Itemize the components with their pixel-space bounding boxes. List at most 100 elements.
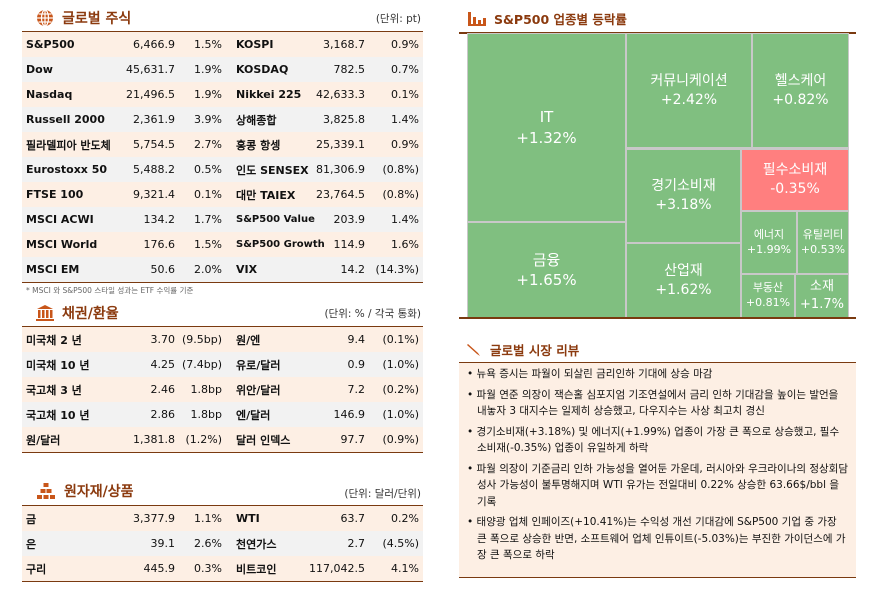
change-cell: 1.8bp: [190, 408, 222, 421]
treemap-cell: 경기소비재 +3.18%: [626, 149, 741, 243]
sector-change: +1.32%: [516, 128, 577, 147]
value-cell: 114.9: [333, 238, 366, 251]
sector-change: -0.35%: [770, 181, 820, 197]
review-item: 파월 연준 의장이 잭슨홀 심포지엄 기조연설에서 금리 인하 기대감을 높이는…: [467, 387, 848, 420]
name-cell: Dow: [26, 63, 53, 76]
name-cell: 상해종합: [236, 113, 277, 127]
sector-name: 경기소비재: [651, 178, 716, 195]
treemap-cell: 금융 +1.65%: [467, 222, 626, 318]
name-cell: 위안/달러: [236, 383, 281, 397]
value-cell: 21,496.5: [126, 88, 175, 101]
review-title-text: 글로벌 시장 리뷰: [490, 343, 580, 358]
stocks-title-text: 글로벌 주식: [62, 11, 132, 27]
review-item: 경기소비재(+3.18%) 및 에너지(+1.99%) 업종이 가장 큰 폭으로…: [467, 424, 848, 457]
change-cell: 1.6%: [391, 238, 419, 251]
value-cell: 3,168.7: [323, 38, 365, 51]
value-cell: 45,631.7: [126, 63, 175, 76]
table-row: Russell 2000 2,361.9 3.9% 상해종합 3,825.8 1.4%: [22, 107, 423, 132]
change-cell: 1.1%: [194, 512, 222, 525]
table-row: 구리 445.9 0.3% 비트코인 117,042.5 4.1%: [22, 556, 423, 581]
value-cell: 3,825.8: [323, 113, 365, 126]
change-cell: 1.8bp: [190, 383, 222, 396]
value-cell: 1,381.8: [133, 433, 175, 446]
change-cell: (0.8%): [382, 188, 419, 201]
commodities-table: 금 3,377.9 1.1% WTI 63.7 0.2% 은 39.1 2.6% 천연가스 2.7 (…: [22, 505, 423, 582]
value-cell: 81,306.9: [316, 163, 365, 176]
divider: [459, 317, 856, 319]
value-cell: 97.7: [340, 433, 366, 446]
value-cell: 134.2: [143, 213, 176, 226]
value-cell: 3.70: [150, 333, 176, 346]
name-cell: Russell 2000: [26, 113, 105, 126]
review-list: 뉴욕 증시는 파월이 되살린 금리인하 기대에 상승 마감파월 연준 의장이 잭…: [459, 363, 856, 578]
change-cell: (1.2%): [185, 433, 222, 446]
name-cell: MSCI ACWI: [26, 213, 94, 226]
value-cell: 5,754.5: [133, 138, 175, 151]
value-cell: 2.46: [150, 383, 176, 396]
bonds-title: 채권/환율: [36, 303, 119, 323]
value-cell: 25,339.1: [316, 138, 365, 151]
review-item: 뉴욕 증시는 파월이 되살린 금리인하 기대에 상승 마감: [467, 366, 848, 383]
value-cell: 445.9: [143, 562, 176, 575]
table-row: 미국채 10 년 4.25 (7.4bp) 유로/달러 0.9 (1.0%): [22, 352, 423, 377]
table-row: S&P500 6,466.9 1.5% KOSPI 3,168.7 0.9%: [22, 32, 423, 57]
value-cell: 23,764.5: [316, 188, 365, 201]
value-cell: 117,042.5: [309, 562, 365, 575]
name-cell: S&P500 Growth: [236, 239, 325, 250]
change-cell: 1.4%: [391, 213, 419, 226]
value-cell: 2.86: [150, 408, 176, 421]
value-cell: 63.7: [340, 512, 366, 525]
name-cell: VIX: [236, 263, 258, 276]
name-cell: 미국채 10 년: [26, 358, 90, 372]
treemap-cell: IT +1.32%: [467, 33, 626, 222]
change-cell: 0.2%: [391, 512, 419, 525]
name-cell: 구리: [26, 562, 47, 576]
name-cell: 달러 인덱스: [236, 433, 291, 447]
change-cell: 4.1%: [391, 562, 419, 575]
value-cell: 14.2: [340, 263, 366, 276]
stocks-table: S&P500 6,466.9 1.5% KOSPI 3,168.7 0.9% Dow 45,6…: [22, 31, 423, 283]
sector-name: 헬스케어: [774, 72, 827, 89]
table-row: FTSE 100 9,321.4 0.1% 대만 TAIEX 23,764.5 (0.8%…: [22, 182, 423, 207]
sector-name: 유틸리티: [802, 227, 844, 241]
sector-change: +0.81%: [745, 296, 791, 309]
gold-bars-icon: [37, 483, 55, 499]
sector-name: 커뮤니케이션: [650, 72, 728, 89]
sector-name: 필수소비재: [762, 162, 828, 179]
sector-name: 소재: [810, 279, 834, 295]
change-cell: (1.0%): [382, 408, 419, 421]
change-cell: 0.5%: [194, 163, 222, 176]
change-cell: 1.7%: [194, 213, 222, 226]
sector-name: 금융: [532, 250, 561, 269]
table-row: 금 3,377.9 1.1% WTI 63.7 0.2%: [22, 506, 423, 531]
name-cell: MSCI EM: [26, 263, 80, 276]
sector-name: IT: [539, 108, 554, 127]
sector-change: +1.62%: [655, 281, 712, 298]
name-cell: 원/달러: [26, 433, 61, 447]
change-cell: 0.1%: [391, 88, 419, 101]
change-cell: (4.5%): [382, 537, 419, 550]
name-cell: 미국채 2 년: [26, 333, 82, 347]
sector-change: +1.99%: [746, 242, 792, 256]
bank-icon: [36, 305, 54, 321]
value-cell: 4.25: [150, 358, 176, 371]
change-cell: (0.8%): [382, 163, 419, 176]
table-row: Eurostoxx 50 5,488.2 0.5% 인도 SENSEX 81,306.9…: [22, 157, 423, 182]
commodities-title: 원자재/상품: [36, 481, 134, 501]
value-cell: 2,361.9: [133, 113, 175, 126]
name-cell: 국고채 3 년: [26, 383, 82, 397]
value-cell: 2.7: [347, 537, 366, 550]
sector-change: +0.53%: [800, 242, 846, 256]
bonds-table: 미국채 2 년 3.70 (9.5bp) 원/엔 9.4 (0.1%) 미국채 10 년 4.…: [22, 326, 423, 453]
name-cell: 국고채 10 년: [26, 408, 90, 422]
sector-treemap: IT +1.32% 금융 +1.65% 커뮤니케이션 +2.42% 헬스케어 +0.82% 경기…: [467, 33, 849, 318]
treemap-title: S&P500 업종별 등락률: [468, 9, 627, 28]
treemap-cell: 필수소비재 -0.35%: [741, 149, 849, 211]
change-cell: (9.5bp): [181, 333, 222, 346]
value-cell: 176.6: [143, 238, 176, 251]
name-cell: 금: [26, 512, 37, 526]
change-cell: 2.7%: [194, 138, 222, 151]
review-item: 태양광 업체 인페이즈(+10.41%)는 수익성 개선 기대감에 S&P500…: [467, 514, 848, 564]
name-cell: 유로/달러: [236, 358, 281, 372]
change-cell: (0.2%): [382, 383, 419, 396]
